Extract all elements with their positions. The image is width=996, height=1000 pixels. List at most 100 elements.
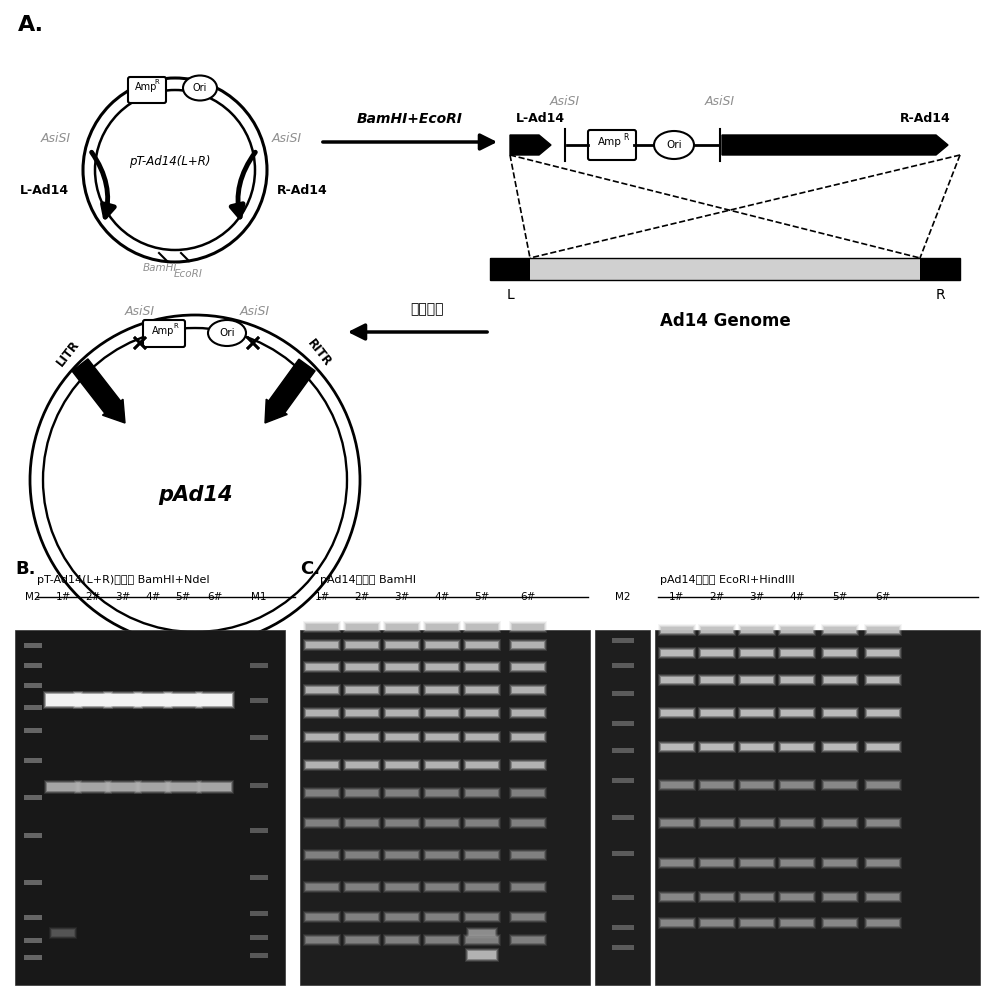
Bar: [659, 675, 695, 685]
Bar: [738, 741, 776, 753]
Bar: [386, 884, 418, 890]
Bar: [466, 687, 498, 693]
Bar: [661, 782, 693, 788]
Bar: [511, 789, 545, 797]
Bar: [385, 936, 419, 944]
Bar: [385, 883, 419, 891]
FancyArrow shape: [72, 359, 125, 423]
Bar: [740, 709, 774, 717]
Bar: [464, 882, 500, 892]
Bar: [305, 913, 339, 921]
Bar: [867, 782, 899, 788]
Bar: [779, 708, 815, 718]
Bar: [197, 781, 233, 793]
Bar: [424, 850, 460, 860]
Bar: [343, 684, 381, 696]
Bar: [196, 780, 234, 794]
Bar: [384, 760, 420, 770]
Bar: [655, 630, 980, 985]
Bar: [306, 687, 338, 693]
Bar: [823, 781, 857, 789]
Text: Amp: Amp: [598, 137, 622, 147]
Bar: [346, 884, 378, 890]
Bar: [424, 662, 460, 672]
Bar: [739, 818, 775, 828]
Bar: [300, 630, 590, 985]
Bar: [383, 911, 421, 923]
Bar: [779, 918, 815, 928]
Bar: [465, 789, 499, 797]
Bar: [135, 693, 171, 707]
Text: M2: M2: [615, 592, 630, 602]
Bar: [424, 935, 460, 945]
Bar: [699, 675, 735, 685]
Bar: [779, 625, 815, 635]
Bar: [303, 934, 341, 946]
Bar: [779, 780, 815, 790]
Bar: [463, 787, 501, 799]
Text: Amp: Amp: [151, 326, 174, 336]
Bar: [465, 936, 499, 944]
Bar: [465, 623, 499, 631]
Bar: [741, 782, 773, 788]
Bar: [824, 627, 856, 633]
Bar: [612, 894, 633, 900]
Bar: [509, 684, 547, 696]
Bar: [779, 742, 815, 752]
Bar: [824, 920, 856, 926]
Bar: [778, 741, 816, 753]
Bar: [197, 693, 233, 707]
Bar: [866, 859, 900, 867]
Bar: [658, 674, 696, 686]
Bar: [466, 664, 498, 670]
Bar: [250, 874, 268, 880]
Bar: [741, 920, 773, 926]
Bar: [463, 911, 501, 923]
Bar: [344, 622, 380, 632]
Bar: [424, 685, 460, 695]
Bar: [512, 624, 544, 630]
Bar: [781, 744, 813, 750]
Bar: [250, 662, 268, 668]
Bar: [864, 647, 902, 659]
Bar: [700, 709, 734, 717]
Bar: [463, 621, 501, 633]
Bar: [511, 761, 545, 769]
Bar: [698, 891, 736, 903]
Bar: [304, 662, 340, 672]
Bar: [306, 914, 338, 920]
Bar: [463, 849, 501, 861]
Bar: [867, 920, 899, 926]
Bar: [466, 820, 498, 826]
Bar: [659, 625, 695, 635]
Text: BamHI+EcoRI: BamHI+EcoRI: [357, 112, 463, 126]
Bar: [305, 663, 339, 671]
Bar: [466, 762, 498, 768]
Bar: [466, 949, 498, 961]
Bar: [510, 850, 546, 860]
Bar: [384, 662, 420, 672]
Bar: [383, 661, 421, 673]
Bar: [250, 734, 268, 740]
Bar: [866, 709, 900, 717]
Bar: [345, 663, 379, 671]
Bar: [778, 817, 816, 829]
Bar: [165, 693, 201, 707]
Bar: [346, 710, 378, 716]
Bar: [134, 692, 172, 708]
Bar: [781, 894, 813, 900]
Bar: [512, 762, 544, 768]
Bar: [385, 623, 419, 631]
Text: pT-Ad14(L+R): pT-Ad14(L+R): [129, 155, 211, 168]
Bar: [822, 675, 858, 685]
Bar: [466, 710, 498, 716]
Bar: [24, 643, 42, 648]
Bar: [740, 893, 774, 901]
Bar: [343, 787, 381, 799]
Bar: [306, 884, 338, 890]
Bar: [344, 788, 380, 798]
Bar: [384, 850, 420, 860]
Bar: [510, 935, 546, 945]
Bar: [305, 883, 339, 891]
Bar: [740, 859, 774, 867]
